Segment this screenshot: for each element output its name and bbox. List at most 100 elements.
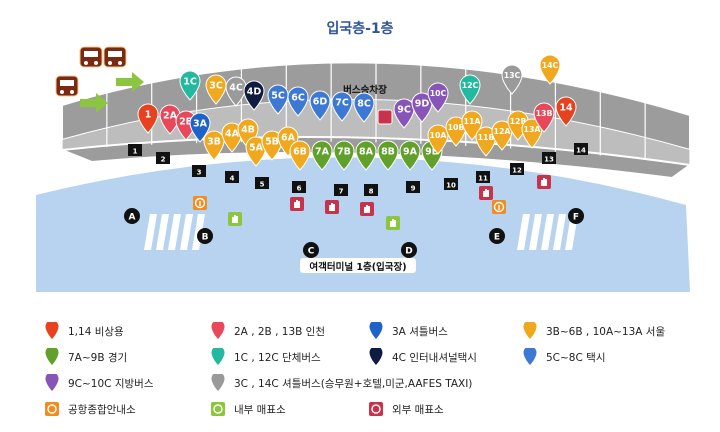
front-pin-5b[interactable]: 5B bbox=[261, 130, 283, 161]
front-pin-9a[interactable]: 9A bbox=[399, 140, 421, 171]
front-pin-3a[interactable]: 3A bbox=[189, 112, 211, 143]
map-pin-icon bbox=[287, 86, 309, 117]
map-pin-icon bbox=[459, 74, 481, 105]
stop-number-text: 2 bbox=[161, 156, 166, 164]
front-pin-13a[interactable]: 13A bbox=[521, 118, 543, 149]
arrow-icon bbox=[116, 72, 144, 92]
front-pin-4a[interactable]: 4A bbox=[221, 122, 243, 153]
outer-ticket-icon[interactable] bbox=[360, 202, 374, 216]
stop-number-text: 10 bbox=[446, 182, 456, 190]
front-pin-7b[interactable]: 7B bbox=[333, 140, 355, 171]
back-pin-7c[interactable]: 7C bbox=[331, 91, 353, 122]
stop-number-text: 1 bbox=[133, 148, 138, 156]
stop-number-text: 11 bbox=[478, 175, 488, 183]
back-pin-6d[interactable]: 6D bbox=[309, 90, 331, 121]
map-pin-icon bbox=[427, 124, 449, 155]
legend-pin-icon bbox=[45, 322, 59, 339]
legend-item: 4C 인터내셔널택시 bbox=[368, 348, 477, 366]
pin-label: 4A bbox=[225, 128, 240, 139]
pin-label: 12B bbox=[510, 117, 527, 126]
map-pin-icon bbox=[331, 91, 353, 122]
stop-number-text: 14 bbox=[576, 147, 586, 155]
pin-label: 9A bbox=[403, 146, 418, 157]
stop-number-box bbox=[156, 152, 170, 164]
inner-ticket-icon[interactable] bbox=[386, 216, 400, 230]
inner-ticket-icon[interactable] bbox=[228, 212, 242, 226]
pin-label: 5A bbox=[249, 142, 264, 153]
back-pin-6c[interactable]: 6C bbox=[287, 86, 309, 117]
outer-ticket-icon[interactable] bbox=[325, 200, 339, 214]
stop-number-text: 6 bbox=[297, 185, 302, 193]
front-pin-13b[interactable]: 13B bbox=[533, 102, 555, 133]
map-pin-icon bbox=[189, 112, 211, 143]
terminal-floor bbox=[36, 157, 690, 292]
legend-item: 1C , 12C 단체버스 bbox=[210, 348, 321, 366]
legend-label: 7A~9B 경기 bbox=[68, 351, 128, 364]
gate-c[interactable]: C bbox=[303, 242, 319, 258]
back-pin-8c[interactable]: 8C bbox=[353, 92, 375, 123]
legend-label: 5C~8C 택시 bbox=[546, 351, 606, 364]
back-pin-14c[interactable]: 14C bbox=[539, 54, 561, 85]
gate-label: F bbox=[573, 213, 579, 223]
info-icon[interactable] bbox=[492, 200, 506, 214]
bus-icon bbox=[79, 46, 103, 68]
stop-number-13: 13 bbox=[542, 152, 556, 164]
back-pin-1c[interactable]: 1C bbox=[179, 70, 201, 101]
pin-label: 4D bbox=[247, 86, 262, 97]
legend-item: 공항종합안내소 bbox=[44, 400, 136, 418]
front-pin-1[interactable]: 1 bbox=[137, 103, 159, 134]
outer-ticket-icon[interactable] bbox=[537, 175, 551, 189]
legend-item: 7A~9B 경기 bbox=[44, 348, 127, 366]
legend-pin-icon bbox=[211, 322, 225, 339]
back-pin-12c[interactable]: 12C bbox=[459, 74, 481, 105]
legend-item: 3B~6B , 10A~13A 서울 bbox=[522, 322, 665, 340]
back-pin-4c[interactable]: 4C bbox=[225, 76, 247, 107]
front-pin-5a[interactable]: 5A bbox=[245, 136, 267, 167]
back-pin-9d[interactable]: 9D bbox=[411, 92, 433, 123]
gate-e[interactable]: E bbox=[489, 228, 505, 244]
gate-f[interactable]: F bbox=[568, 208, 584, 224]
front-pin-10a[interactable]: 10A bbox=[427, 124, 449, 155]
legend-ticket-icon bbox=[211, 402, 225, 416]
map-pin-icon bbox=[521, 118, 543, 149]
gate-label: A bbox=[129, 213, 136, 223]
back-pin-4d[interactable]: 4D bbox=[243, 80, 265, 111]
gate-d[interactable]: D bbox=[401, 242, 417, 258]
pin-label: 5B bbox=[265, 136, 279, 147]
crosswalk-stripe bbox=[156, 214, 169, 250]
pin-label: 3A bbox=[193, 118, 208, 129]
legend-info-icon bbox=[45, 402, 59, 416]
map-pin-icon bbox=[501, 64, 523, 95]
front-pin-6b[interactable]: 6B bbox=[289, 140, 311, 171]
pin-label: 7A bbox=[315, 146, 330, 157]
back-pin-9c[interactable]: 9C bbox=[393, 98, 415, 129]
stop-number-5: 5 bbox=[255, 177, 269, 189]
front-pin-3b[interactable]: 3B bbox=[203, 130, 225, 161]
pin-label: 2B bbox=[179, 116, 193, 127]
outer-ticket-icon[interactable] bbox=[479, 186, 493, 200]
legend-label: 3C , 14C 셔틀버스(승무원+호텔,미군,AAFES TAXI) bbox=[234, 377, 473, 390]
legend-pin-icon bbox=[45, 348, 59, 365]
stop-number-10: 10 bbox=[444, 178, 458, 190]
legend-item: 3C , 14C 셔틀버스(승무원+호텔,미군,AAFES TAXI) bbox=[210, 374, 472, 392]
front-pin-8b[interactable]: 8B bbox=[377, 140, 399, 171]
stop-number-box bbox=[542, 152, 556, 164]
front-pin-14[interactable]: 14 bbox=[555, 96, 577, 127]
map-pin-icon bbox=[491, 120, 513, 151]
back-pin-5c[interactable]: 5C bbox=[267, 84, 289, 115]
gate-a[interactable]: A bbox=[124, 208, 140, 224]
front-pin-8a[interactable]: 8A bbox=[355, 140, 377, 171]
pin-label: 12A bbox=[494, 127, 511, 136]
front-pin-11b[interactable]: 11B bbox=[475, 126, 497, 157]
outer-ticket-icon[interactable] bbox=[290, 197, 304, 211]
bus-stop-icon bbox=[377, 109, 393, 125]
front-pin-12a[interactable]: 12A bbox=[491, 120, 513, 151]
front-pin-10b[interactable]: 10B bbox=[445, 116, 467, 147]
gate-b[interactable]: B bbox=[197, 228, 213, 244]
back-pin-10c[interactable]: 10C bbox=[427, 82, 449, 113]
info-icon[interactable] bbox=[193, 196, 207, 210]
legend-label: 3A 셔틀버스 bbox=[392, 325, 448, 338]
back-pin-3c[interactable]: 3C bbox=[205, 74, 227, 105]
front-pin-7a[interactable]: 7A bbox=[311, 140, 333, 171]
back-pin-13c[interactable]: 13C bbox=[501, 64, 523, 95]
